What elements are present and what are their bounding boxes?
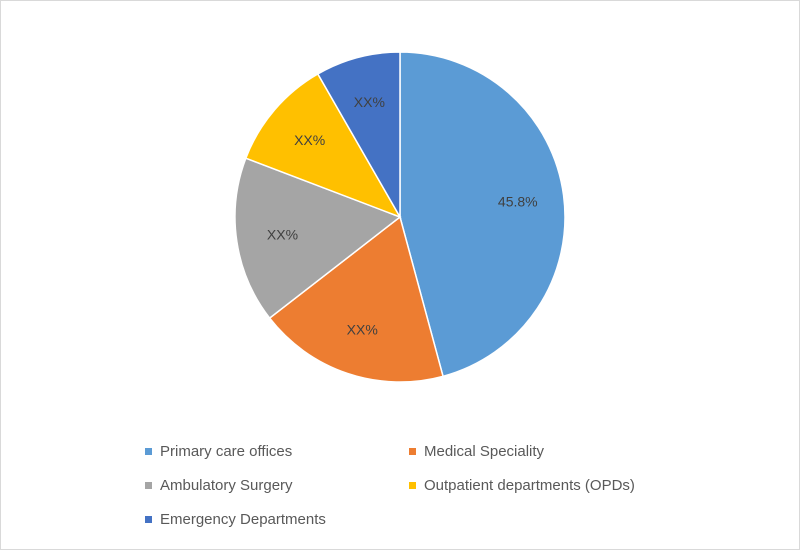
pie-slice-medical-speciality [268,215,444,383]
data-label: XX% [267,226,298,242]
data-label: XX% [347,322,378,338]
data-label: XX% [294,132,325,148]
pie-slice-outpatient-departments-opds [244,72,402,219]
data-label: 45.8% [498,193,538,209]
pie-data-labels: 45.8% XX% XX% XX% XX% [267,94,538,337]
pie-slices [234,51,566,383]
pie-slice-emergency-departments [316,51,401,220]
pie-slice-primary-care-offices [399,51,566,378]
data-label: XX% [354,94,385,110]
pie-slice-ambulatory-surgery [234,157,402,320]
